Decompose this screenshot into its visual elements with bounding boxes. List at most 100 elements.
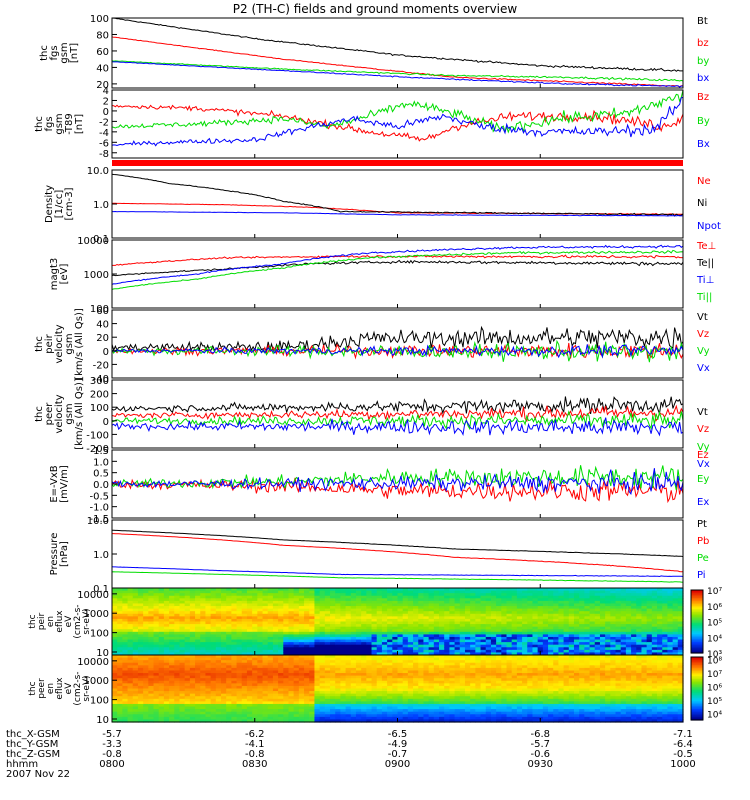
spectrogram-cell	[246, 608, 253, 612]
spectrogram-cell	[376, 665, 383, 669]
spectrogram-cell	[537, 611, 544, 615]
spectrogram-cell	[174, 642, 181, 646]
spectrogram-cell	[246, 595, 253, 599]
spectrogram-cell	[215, 696, 222, 700]
spectrogram-cell	[444, 719, 451, 723]
spectrogram-cell	[646, 626, 653, 630]
spectrogram-cell	[371, 606, 378, 610]
spectrogram-cell	[174, 714, 181, 718]
spectrogram-cell	[241, 588, 248, 592]
y-tick-label: 10.0	[87, 166, 109, 177]
spectrogram-cell	[402, 608, 409, 612]
spectrogram-cell	[324, 685, 331, 690]
spectrogram-cell	[272, 590, 279, 594]
spectrogram-cell	[314, 660, 321, 664]
spectrogram-cell	[288, 716, 295, 721]
spectrogram-cell	[449, 667, 456, 672]
spectrogram-cell	[573, 634, 580, 638]
spectrogram-cell	[122, 649, 129, 654]
spectrogram-cell	[631, 606, 637, 610]
spectrogram-cell	[169, 696, 175, 700]
spectrogram-cell	[158, 606, 165, 610]
spectrogram-cell	[646, 588, 653, 592]
spectrogram-cell	[413, 606, 419, 610]
spectrogram-cell	[163, 636, 170, 641]
spectrogram-cell	[387, 657, 393, 661]
spectrogram-cell	[407, 660, 414, 664]
spectrogram-cell	[246, 716, 253, 721]
spectrogram-cell	[662, 636, 669, 641]
spectrogram-cell	[340, 634, 347, 638]
spectrogram-cell	[480, 649, 487, 654]
spectrogram-cell	[553, 626, 560, 630]
spectrogram-cell	[293, 701, 300, 705]
spectrogram-cell	[542, 642, 549, 646]
spectrogram-cell	[283, 657, 290, 661]
spectrogram-cell	[195, 701, 201, 705]
spectrogram-cell	[387, 624, 393, 628]
spectrogram-cell	[330, 649, 336, 654]
spectrogram-cell	[594, 636, 601, 641]
spectrogram-cell	[366, 680, 373, 684]
spectrogram-cell	[428, 626, 435, 630]
spectrogram-cell	[205, 657, 212, 661]
spectrogram-cell	[330, 714, 336, 718]
spectrogram-cell	[376, 603, 383, 607]
spectrogram-cell	[439, 693, 445, 697]
spectrogram-cell	[516, 588, 523, 592]
spectrogram-cell	[485, 631, 492, 635]
spectrogram-cell	[558, 636, 565, 641]
spectrogram-cell	[475, 644, 482, 648]
spectrogram-cell	[112, 683, 118, 687]
spectrogram-cell	[553, 639, 560, 643]
y-tick-label: 0	[103, 417, 109, 428]
spectrogram-cell	[345, 652, 352, 656]
spectrogram-cell	[330, 624, 336, 628]
spectrogram-cell	[625, 647, 632, 651]
spectrogram-cell	[330, 642, 336, 646]
spectrogram-cell	[625, 598, 632, 602]
spectrogram-cell	[641, 639, 648, 643]
series-fgs-0	[111, 17, 683, 72]
spectrogram-cell	[371, 624, 378, 628]
spectrogram-cell	[179, 703, 186, 708]
spectrogram-cell	[298, 626, 305, 630]
spectrogram-cell	[330, 629, 336, 633]
spectrogram-cell	[200, 603, 207, 607]
spectrogram-cell	[246, 696, 253, 700]
spectrogram-cell	[413, 608, 419, 612]
spectrogram-cell	[418, 678, 425, 682]
spectrogram-cell	[376, 590, 383, 594]
spectrogram-cell	[267, 655, 274, 659]
spectrogram-cell	[169, 598, 175, 602]
spectrogram-cell	[112, 711, 118, 715]
spectrogram-cell	[143, 636, 149, 641]
spectrogram-cell	[210, 688, 217, 692]
spectrogram-cell	[397, 719, 404, 723]
spectrogram-cell	[210, 629, 217, 633]
spectrogram-cell	[522, 595, 528, 599]
spectrogram-cell	[589, 618, 596, 623]
spectrogram-cell	[392, 675, 399, 679]
spectrogram-cell	[599, 593, 606, 597]
spectrogram-cell	[511, 652, 518, 656]
spectrogram-cell	[667, 616, 674, 620]
spectrogram-cell	[641, 647, 648, 651]
spectrogram-cell	[563, 649, 570, 654]
spectrogram-cell	[324, 701, 331, 705]
spectrogram-cell	[563, 644, 570, 648]
spectrogram-cell	[418, 595, 425, 599]
spectrogram-cell	[267, 634, 274, 638]
spectrogram-cell	[485, 652, 492, 656]
spectrogram-cell	[283, 685, 290, 690]
spectrogram-cell	[174, 667, 181, 672]
spectrogram-cell	[215, 683, 222, 687]
spectrogram-cell	[423, 649, 430, 654]
spectrogram-cell	[625, 613, 632, 617]
spectrogram-cell	[605, 629, 611, 633]
y-axis-label: [eV]	[59, 264, 70, 285]
spectrogram-cell	[179, 678, 186, 682]
spectrogram-cell	[475, 685, 482, 690]
spectrogram-cell	[231, 660, 238, 664]
spectrogram-cell	[407, 688, 414, 692]
